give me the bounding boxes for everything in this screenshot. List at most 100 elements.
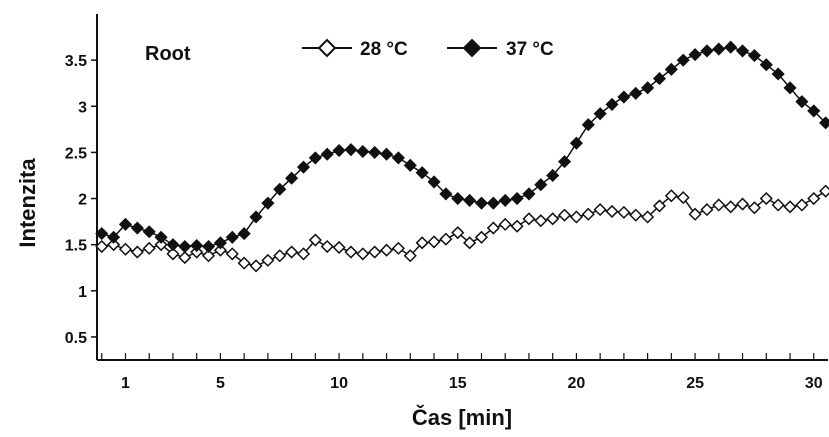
data-point-1: [415, 166, 429, 180]
data-point-1: [605, 97, 619, 111]
data-point-1: [249, 210, 263, 224]
data-point-1: [676, 53, 690, 67]
data-point-1: [427, 175, 441, 189]
data-point-1: [510, 191, 524, 206]
data-point-0: [403, 249, 417, 263]
data-point-0: [819, 184, 829, 198]
data-point-0: [118, 242, 133, 256]
data-point-0: [735, 197, 750, 211]
data-point-0: [130, 245, 144, 259]
legend: 28 °C 37 °C: [302, 38, 554, 60]
data-point-0: [534, 214, 548, 228]
data-point-0: [296, 247, 311, 261]
x-tick-label: 30: [805, 375, 823, 392]
data-point-0: [783, 200, 797, 214]
data-point-0: [249, 259, 263, 273]
data-point-0: [605, 204, 619, 219]
data-point-0: [581, 207, 595, 221]
data-point-1: [332, 143, 346, 158]
y-tick-label: 0.5: [65, 330, 87, 347]
data-point-1: [712, 42, 726, 56]
data-point-0: [712, 198, 726, 212]
plot-frame: [96, 14, 828, 361]
data-point-0: [95, 239, 109, 254]
data-point-1: [403, 158, 417, 172]
data-point-0: [474, 230, 489, 244]
data-point-1: [617, 90, 631, 104]
data-point-0: [807, 191, 821, 206]
data-point-0: [522, 212, 536, 226]
data-point-0: [201, 249, 216, 263]
data-point-0: [652, 199, 667, 213]
data-point-1: [641, 81, 655, 95]
data-point-1: [368, 145, 382, 159]
x-tick-label: 25: [686, 375, 704, 392]
data-point-1: [652, 72, 667, 86]
data-point-0: [368, 245, 382, 259]
data-point-0: [771, 198, 785, 212]
y-ticks: 0.5 1 1.5 2 2.5 3 3.5: [65, 53, 97, 347]
x-ticks: 1 5 10 15 20 25 30: [121, 375, 823, 392]
legend-label-37c: 37 °C: [506, 39, 554, 60]
data-point-1: [154, 230, 168, 244]
data-point-0: [593, 203, 607, 217]
data-point-0: [498, 217, 512, 231]
data-point-0: [320, 239, 334, 254]
data-point-1: [451, 191, 465, 206]
data-point-0: [664, 189, 678, 203]
legend-marker-37c: [462, 38, 482, 58]
y-tick-label: 2: [78, 192, 87, 209]
data-point-1: [807, 104, 821, 118]
data-point-1: [308, 151, 322, 165]
data-point-1: [273, 182, 287, 196]
data-point-1: [700, 44, 714, 58]
data-point-1: [546, 168, 560, 183]
data-point-0: [261, 253, 275, 267]
data-point-1: [557, 155, 572, 169]
data-point-1: [819, 116, 829, 130]
data-point-1: [391, 151, 405, 165]
data-point-1: [190, 239, 204, 253]
data-point-1: [213, 236, 227, 250]
y-tick-label: 2.5: [65, 145, 87, 162]
data-point-1: [735, 44, 750, 58]
data-point-0: [439, 232, 453, 246]
data-point-1: [486, 196, 500, 210]
x-minor-ticks: [101, 353, 815, 360]
data-point-0: [213, 243, 227, 257]
data-point-0: [759, 191, 773, 206]
y-axis-title: Intenzita: [15, 158, 40, 248]
data-point-1: [688, 48, 702, 62]
data-point-1: [759, 58, 773, 72]
data-point-1: [534, 178, 548, 192]
data-point-1: [118, 217, 133, 231]
data-point-0: [557, 208, 572, 222]
data-point-0: [427, 235, 441, 249]
x-tick-label: 20: [568, 375, 586, 392]
data-point-1: [285, 171, 299, 185]
data-point-1: [178, 239, 192, 254]
data-point-0: [356, 247, 370, 261]
data-point-1: [747, 48, 761, 63]
series-layer: [95, 40, 829, 273]
x-axis-title: Čas [min]: [412, 405, 512, 430]
y-tick-label: 1.5: [65, 238, 87, 255]
x-tick-label: 1: [121, 375, 130, 392]
data-point-0: [391, 241, 405, 255]
data-point-1: [379, 147, 394, 161]
data-point-1: [498, 193, 512, 207]
data-point-0: [510, 219, 524, 233]
x-tick-label: 10: [330, 375, 348, 392]
data-point-1: [130, 221, 144, 235]
data-point-1: [142, 225, 156, 239]
data-point-1: [95, 227, 109, 241]
data-point-0: [225, 247, 239, 261]
data-point-0: [546, 212, 560, 226]
chart-annotation: Root: [145, 43, 191, 65]
data-point-1: [356, 144, 370, 159]
data-point-1: [771, 67, 785, 81]
data-point-1: [569, 136, 583, 150]
data-point-1: [522, 187, 536, 201]
x-tick-label: 15: [449, 375, 467, 392]
